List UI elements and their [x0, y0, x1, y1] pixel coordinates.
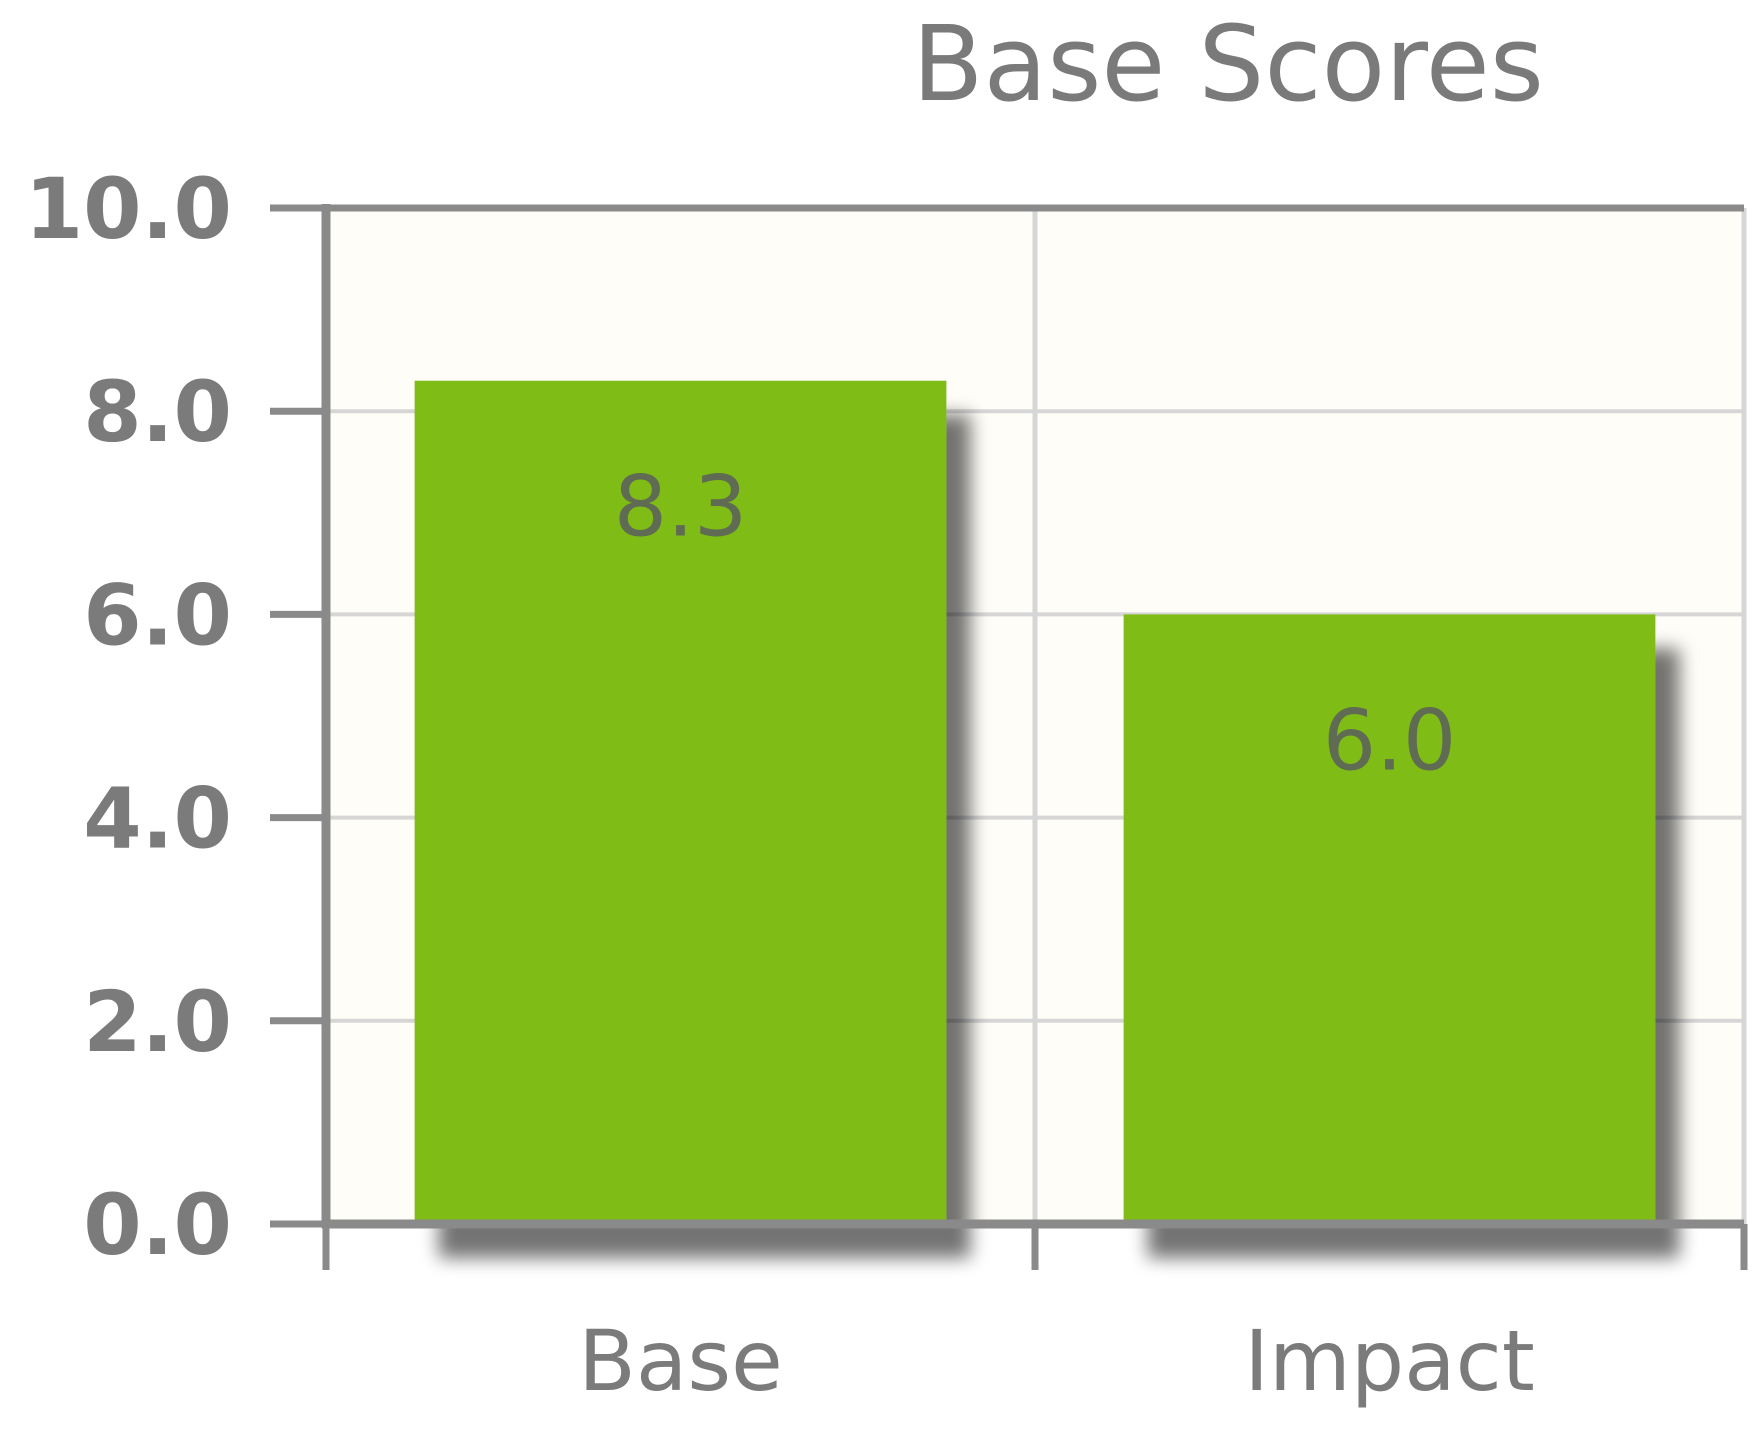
y-tick-label: 4.0 — [83, 770, 232, 868]
data-labels: 8.3 6.0 — [614, 458, 1457, 790]
bar-base — [414, 380, 947, 1225]
data-label-base: 8.3 — [614, 458, 748, 556]
x-category-label-base: Base — [578, 1312, 783, 1410]
x-category-label-impact: Impact — [1244, 1312, 1535, 1410]
data-label-impact: 6.0 — [1323, 691, 1457, 789]
y-tick-label: 0.0 — [83, 1176, 232, 1274]
y-tick-label: 8.0 — [83, 363, 232, 461]
bars — [414, 380, 1656, 1225]
chart-title: Base Scores — [912, 3, 1544, 125]
bar-impact — [1123, 614, 1656, 1224]
y-tick-label: 10.0 — [25, 160, 232, 258]
axes — [270, 204, 1748, 1270]
y-axis-tick-labels: 0.0 2.0 4.0 6.0 8.0 10.0 — [25, 160, 232, 1274]
y-tick-label: 2.0 — [83, 973, 232, 1071]
x-axis-category-labels: Base Impact — [578, 1312, 1535, 1410]
y-tick-label: 6.0 — [83, 566, 232, 664]
